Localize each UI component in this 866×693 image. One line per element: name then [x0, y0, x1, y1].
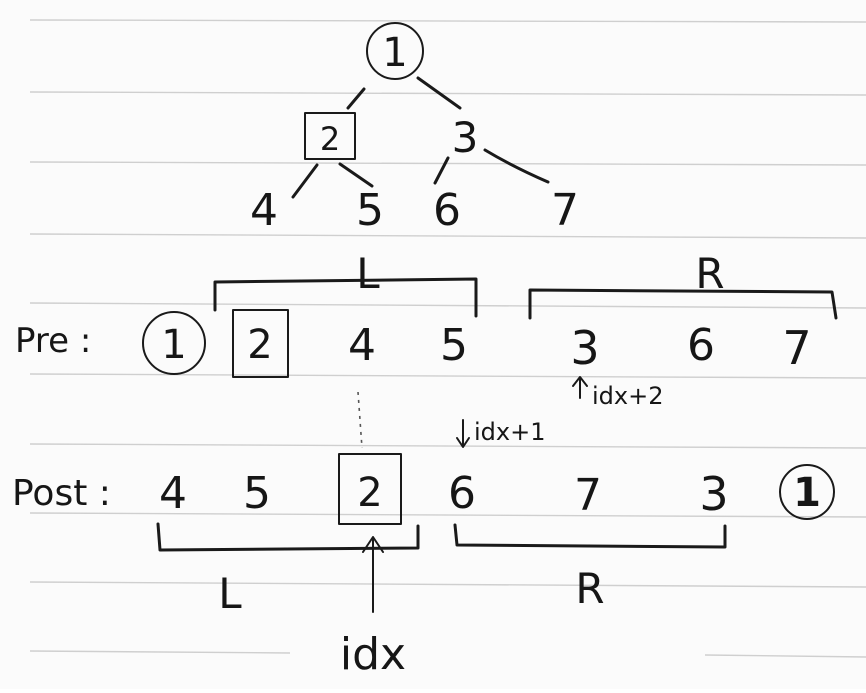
preorder-row: L R Pre : 1 2 4 5 3 6 7 idx+2 [15, 249, 838, 410]
tree-left-value: 2 [320, 120, 340, 158]
post-pointer-arrow-head [456, 437, 470, 448]
post-value-6: 3 [699, 467, 728, 521]
pre-pointer-arrow-head [572, 376, 588, 387]
post-left-bracket [156, 522, 420, 552]
edge-root-left [346, 87, 366, 110]
post-root-circle [779, 464, 835, 520]
pre-right-bracket [528, 288, 838, 320]
post-pointer-label: idx+1 [474, 418, 545, 446]
postorder-row: idx+1 Post : 4 5 2 6 7 3 1 L R idx [12, 418, 835, 680]
pre-pointer-label: idx+2 [592, 382, 663, 410]
edge-2-4 [291, 163, 319, 199]
tree-right-value: 3 [452, 113, 479, 162]
pre-node-2-box [232, 309, 289, 378]
pre-value-7: 7 [782, 321, 811, 375]
pre-value-3: 4 [348, 320, 376, 371]
idx-label: idx [340, 629, 406, 680]
ruled-lines [29, 19, 866, 658]
pre-value-6: 6 [687, 320, 715, 371]
post-value-7: 1 [793, 470, 821, 516]
node-2-box [304, 112, 356, 160]
post-right-bracket [453, 523, 727, 549]
pre-left-bracket [213, 277, 478, 318]
post-label: Post : [12, 473, 111, 514]
pre-value-4: 5 [440, 320, 468, 371]
pre-value-5: 3 [570, 321, 599, 375]
tree-leaf-6: 6 [433, 185, 461, 236]
idx-arrow-head [362, 536, 384, 553]
post-left-group-label: L [218, 569, 242, 618]
edge-2-5 [338, 162, 374, 188]
post-node-2-box [338, 453, 402, 525]
tree-leaf-7: 7 [551, 185, 579, 236]
edge-3-7 [483, 148, 550, 184]
edge-3-6 [433, 156, 450, 185]
pre-value-2: 2 [247, 322, 272, 368]
pre-value-1: 1 [161, 322, 186, 368]
root-node-circle [366, 22, 424, 80]
tree-root-value: 1 [382, 30, 407, 76]
pre-left-group-label: L [356, 249, 380, 298]
post-value-3: 2 [357, 470, 382, 516]
pre-root-circle [142, 311, 206, 375]
post-value-2: 5 [243, 468, 271, 519]
edge-root-right [416, 76, 462, 110]
pre-label: Pre : [15, 321, 91, 361]
tree-leaf-4: 4 [250, 185, 278, 236]
post-value-5: 7 [574, 470, 602, 521]
post-right-group-label: R [575, 564, 604, 613]
post-value-1: 4 [159, 468, 187, 519]
dotted-connector [357, 391, 363, 449]
tree-leaf-5: 5 [356, 185, 384, 236]
post-value-4: 6 [448, 468, 476, 519]
binary-tree: 1 2 3 4 5 6 7 [250, 22, 579, 236]
